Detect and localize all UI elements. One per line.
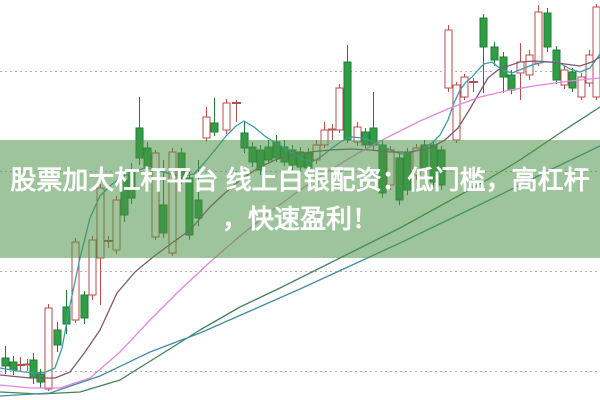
promo-text-line1: 股票加大杠杆平台 线上白银配资：低门槛，高杠杆 xyxy=(10,164,590,195)
promo-text-line2: ，快速盈利！ xyxy=(221,203,378,234)
promo-banner: 股票加大杠杆平台 线上白银配资：低门槛，高杠杆 ，快速盈利！ xyxy=(0,140,600,258)
